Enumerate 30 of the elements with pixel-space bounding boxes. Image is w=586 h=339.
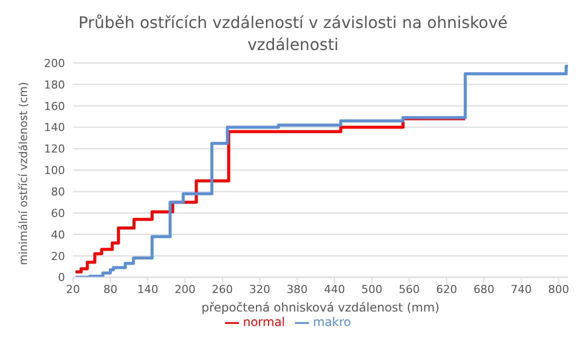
x-tick-label: 80 (103, 283, 118, 296)
y-tick-label: 180 (44, 78, 65, 92)
y-tick-label: 120 (44, 142, 65, 156)
y-tick-label: 0 (58, 271, 65, 284)
x-tick-label: 320 (249, 283, 270, 296)
x-tick-label: 20 (66, 283, 80, 296)
x-tick-label: 440 (324, 283, 346, 296)
legend-label: makro (313, 315, 352, 330)
x-tick-label: 680 (473, 283, 494, 296)
x-tick-label: 200 (174, 283, 196, 296)
x-tick-label: 620 (436, 283, 458, 296)
legend-label: normal (242, 315, 286, 330)
y-axis-title: minimální ostřící vzdálenost (cm) (16, 82, 30, 266)
chart-title: Průběh ostřících vzdáleností v závislosti na ohniskové vzdálenosti (77, 12, 509, 56)
y-tick-label: 140 (44, 121, 65, 134)
x-tick-label: 800 (548, 283, 570, 296)
x-tick-label: 380 (286, 283, 308, 296)
y-tick-label: 60 (51, 206, 65, 220)
x-tick-label: 560 (398, 283, 420, 296)
x-tick-label: 500 (361, 283, 382, 296)
y-tick-label: 80 (51, 185, 65, 198)
y-tick-label: 200 (44, 56, 65, 70)
y-tick-label: 40 (51, 228, 65, 242)
y-tick-label: 160 (44, 100, 65, 113)
x-tick-label: 140 (137, 283, 158, 296)
y-tick-label: 100 (44, 164, 65, 178)
y-tick-label: 20 (51, 250, 65, 263)
x-tick-label: 260 (212, 283, 233, 296)
x-axis-title: přepočtená ohnisková vzdálenost (mm) (202, 300, 440, 314)
x-tick-label: 740 (510, 283, 532, 296)
